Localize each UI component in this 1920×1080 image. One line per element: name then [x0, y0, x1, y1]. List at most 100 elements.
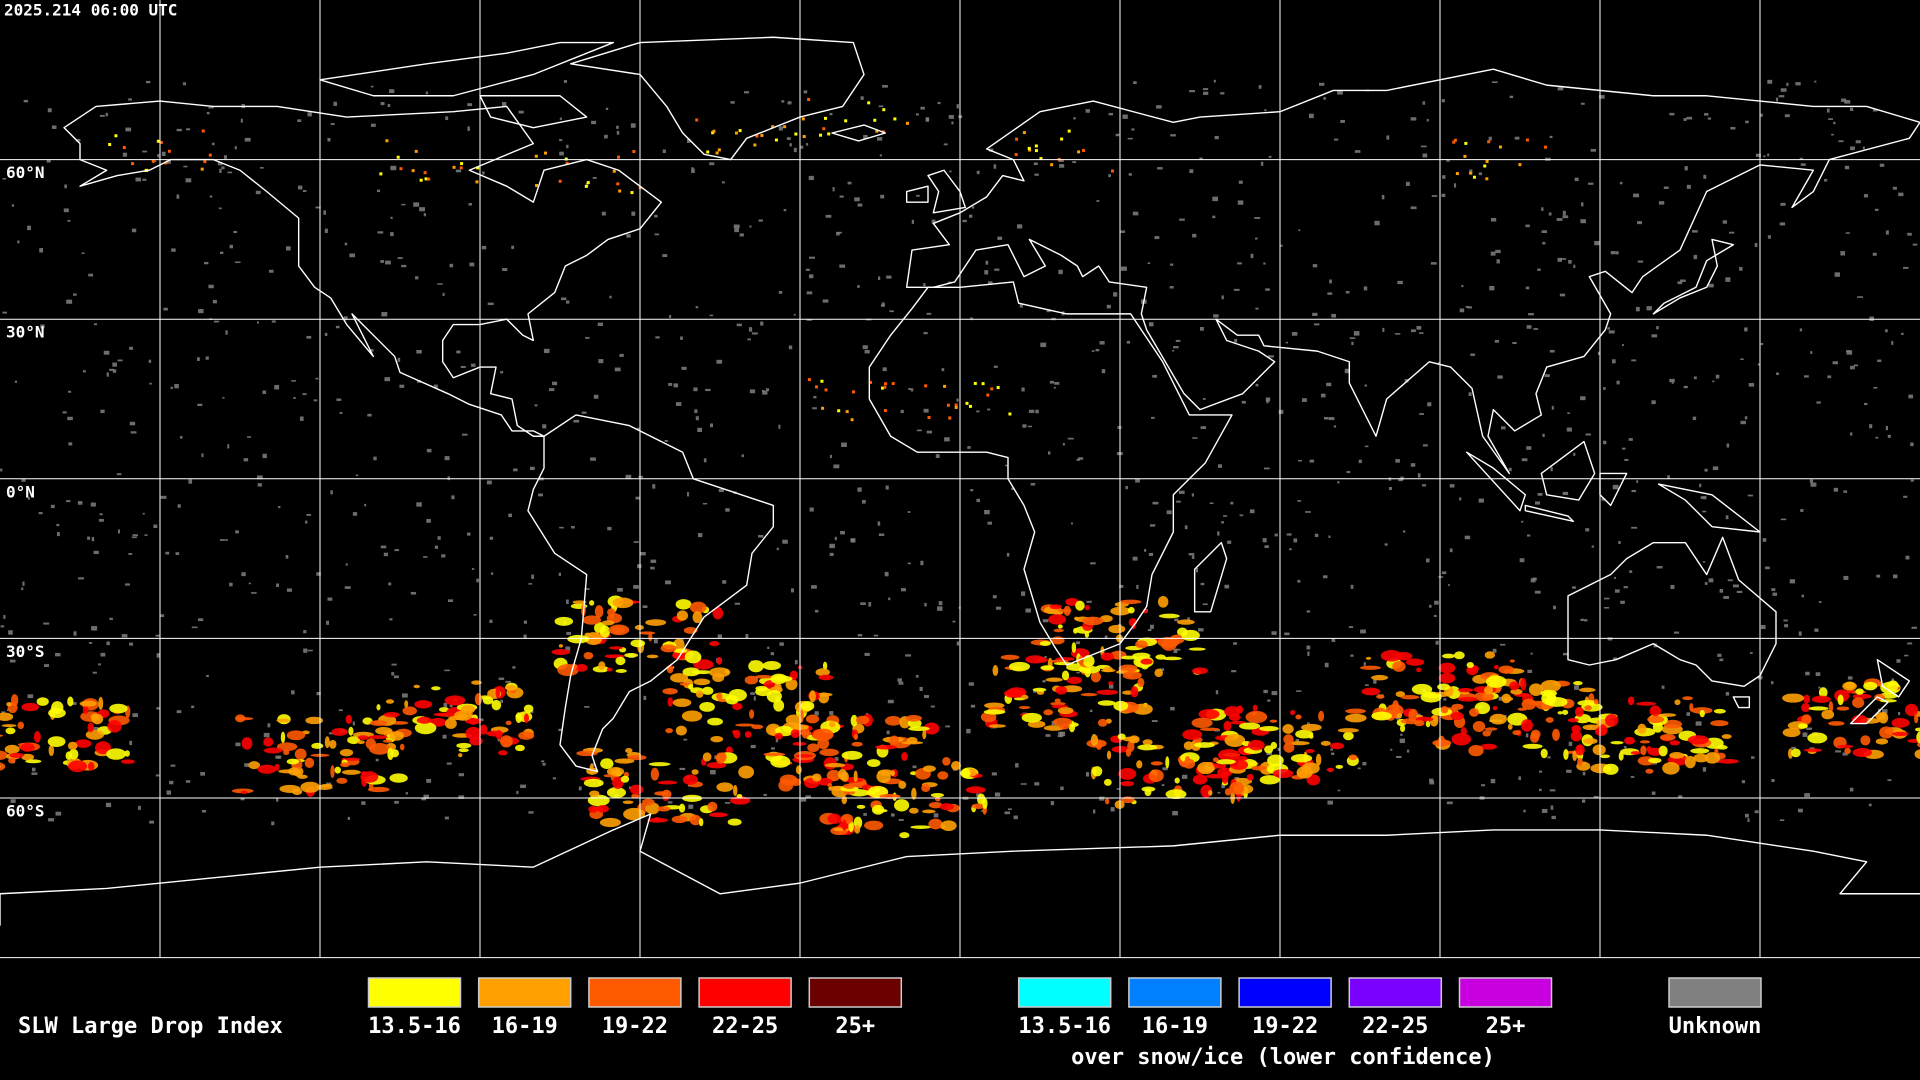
- slw-patch: [8, 757, 16, 764]
- grey-speck: [889, 310, 894, 313]
- grey-speck: [1363, 662, 1366, 666]
- grey-speck: [1096, 200, 1100, 202]
- grey-speck: [155, 774, 160, 777]
- grey-speck: [1560, 258, 1567, 260]
- grey-speck: [839, 195, 844, 198]
- grey-speck: [391, 672, 395, 676]
- grey-speck: [1053, 386, 1056, 389]
- slw-patch: [1887, 680, 1899, 692]
- grey-speck: [1348, 626, 1354, 629]
- grey-speck: [1202, 603, 1208, 606]
- grey-speck: [1108, 112, 1113, 116]
- slw-patch: [1264, 745, 1274, 754]
- slw-patch: [1090, 671, 1101, 683]
- grey-speck: [40, 324, 45, 329]
- grey-speck: [380, 545, 387, 549]
- grey-speck: [908, 388, 912, 390]
- grey-speck: [88, 273, 94, 277]
- slw-patch: [1283, 742, 1295, 753]
- grey-speck: [1223, 515, 1228, 517]
- slw-speck: [986, 393, 990, 397]
- grey-speck: [1496, 259, 1500, 264]
- grey-speck: [1221, 521, 1225, 524]
- slw-patch: [606, 667, 613, 672]
- grey-speck: [1908, 394, 1914, 399]
- grey-speck: [654, 233, 660, 236]
- grey-speck: [1562, 215, 1569, 219]
- grey-speck: [87, 536, 91, 540]
- grey-speck: [1150, 624, 1154, 629]
- grey-speck: [924, 602, 927, 607]
- grey-speck: [1446, 159, 1450, 162]
- grey-speck: [1910, 479, 1914, 482]
- slw-patch: [1690, 748, 1710, 754]
- grey-speck: [758, 534, 764, 538]
- grey-speck: [1429, 778, 1434, 782]
- grey-speck: [1857, 296, 1864, 298]
- grey-speck: [1293, 538, 1298, 543]
- grey-speck: [1400, 733, 1403, 736]
- slw-patch: [1648, 757, 1662, 764]
- grey-speck: [1809, 479, 1814, 483]
- grey-speck: [680, 336, 683, 340]
- grey-speck: [1120, 266, 1127, 271]
- grey-speck: [1195, 568, 1199, 573]
- grey-speck: [523, 620, 527, 624]
- slw-patch: [498, 750, 508, 756]
- grey-speck: [585, 337, 590, 339]
- slw-patch: [1035, 657, 1048, 663]
- grey-speck: [1566, 427, 1572, 432]
- grey-speck: [1132, 211, 1139, 216]
- grey-speck: [590, 457, 596, 461]
- grey-speck: [100, 409, 105, 414]
- slw-speck: [924, 384, 928, 388]
- grey-speck: [1849, 107, 1854, 111]
- grey-speck: [1028, 409, 1035, 413]
- grey-speck: [997, 236, 1003, 240]
- slw-patch: [1157, 636, 1180, 648]
- slw-patch: [1545, 696, 1568, 707]
- grey-speck: [90, 502, 96, 507]
- slw-patch: [922, 729, 927, 740]
- slw-speck: [156, 139, 160, 143]
- grey-speck: [1490, 251, 1496, 256]
- grey-speck: [390, 232, 394, 237]
- legend-label: 16-19: [1142, 1014, 1208, 1039]
- grey-speck: [1667, 475, 1670, 479]
- grey-speck: [991, 772, 997, 776]
- slw-speck: [968, 404, 972, 408]
- slw-patch: [660, 644, 677, 653]
- slw-speck: [824, 116, 828, 120]
- slw-patch: [1212, 757, 1219, 763]
- slw-patch: [716, 782, 734, 792]
- slw-patch: [939, 803, 954, 811]
- grey-speck: [877, 521, 881, 526]
- slw-patch: [670, 673, 689, 683]
- slw-patch: [0, 762, 6, 771]
- slw-patch: [389, 731, 405, 741]
- grey-speck: [948, 114, 954, 119]
- grey-speck: [91, 537, 95, 542]
- slw-patch: [706, 762, 727, 769]
- slw-patch: [1716, 745, 1728, 750]
- slw-patch: [280, 731, 286, 744]
- grey-speck: [274, 385, 280, 390]
- grey-speck: [1429, 604, 1432, 608]
- south-america: [528, 415, 773, 771]
- slw-patch: [1414, 720, 1425, 727]
- grey-speck: [1430, 262, 1437, 265]
- grey-speck: [776, 547, 779, 551]
- legend-label: Unknown: [1669, 1014, 1762, 1039]
- grey-speck: [1495, 249, 1501, 254]
- grey-speck: [240, 118, 243, 123]
- grey-speck: [1059, 164, 1065, 168]
- grey-speck: [22, 581, 25, 586]
- grey-speck: [434, 545, 439, 549]
- grey-speck: [324, 332, 328, 336]
- grey-speck: [543, 348, 550, 354]
- slw-speck: [869, 380, 873, 384]
- slw-patch: [1437, 735, 1446, 748]
- slw-speck: [794, 132, 798, 136]
- grey-speck: [879, 154, 882, 157]
- grey-speck: [992, 595, 997, 599]
